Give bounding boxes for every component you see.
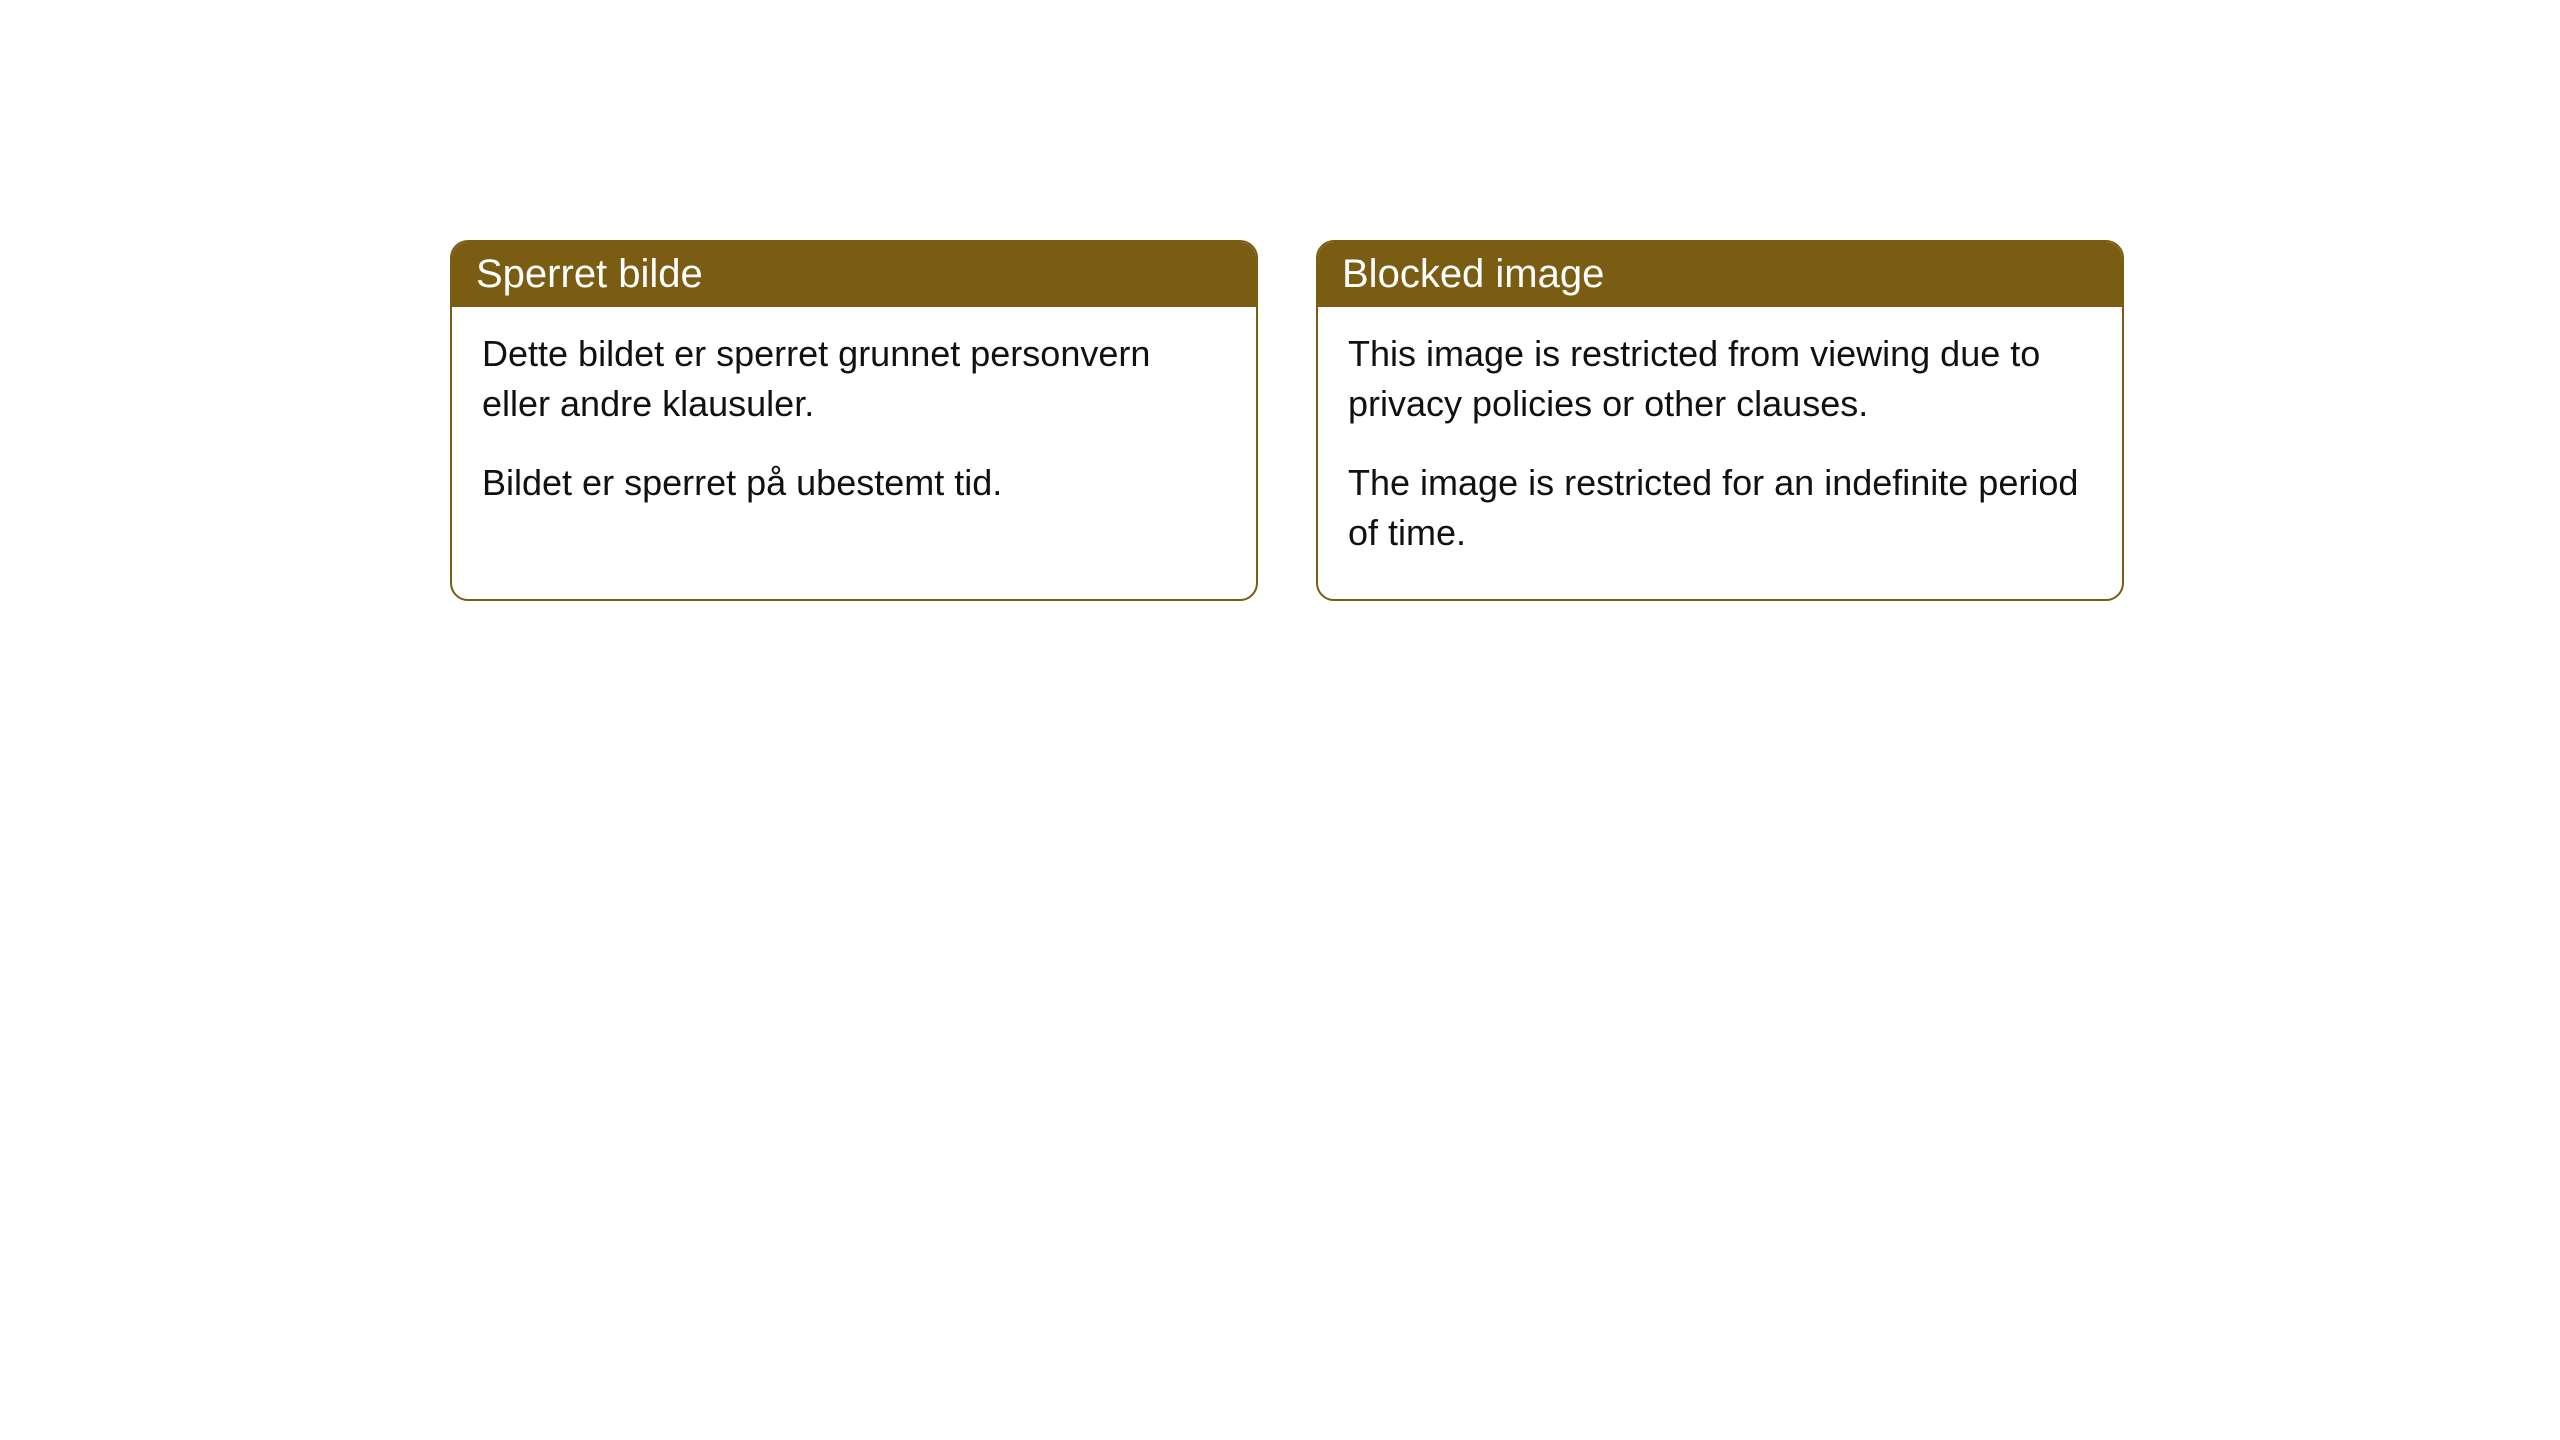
card-title: Sperret bilde bbox=[476, 252, 703, 296]
notice-card-norwegian: Sperret bilde Dette bildet er sperret gr… bbox=[450, 240, 1258, 601]
card-paragraph: Bildet er sperret på ubestemt tid. bbox=[482, 458, 1226, 508]
card-body: Dette bildet er sperret grunnet personve… bbox=[452, 307, 1256, 548]
card-header: Sperret bilde bbox=[452, 242, 1256, 307]
card-title: Blocked image bbox=[1342, 252, 1604, 296]
card-paragraph: The image is restricted for an indefinit… bbox=[1348, 458, 2092, 559]
card-body: This image is restricted from viewing du… bbox=[1318, 307, 2122, 599]
card-paragraph: Dette bildet er sperret grunnet personve… bbox=[482, 329, 1226, 430]
notice-card-english: Blocked image This image is restricted f… bbox=[1316, 240, 2124, 601]
card-paragraph: This image is restricted from viewing du… bbox=[1348, 329, 2092, 430]
card-header: Blocked image bbox=[1318, 242, 2122, 307]
notice-cards-container: Sperret bilde Dette bildet er sperret gr… bbox=[450, 240, 2124, 601]
